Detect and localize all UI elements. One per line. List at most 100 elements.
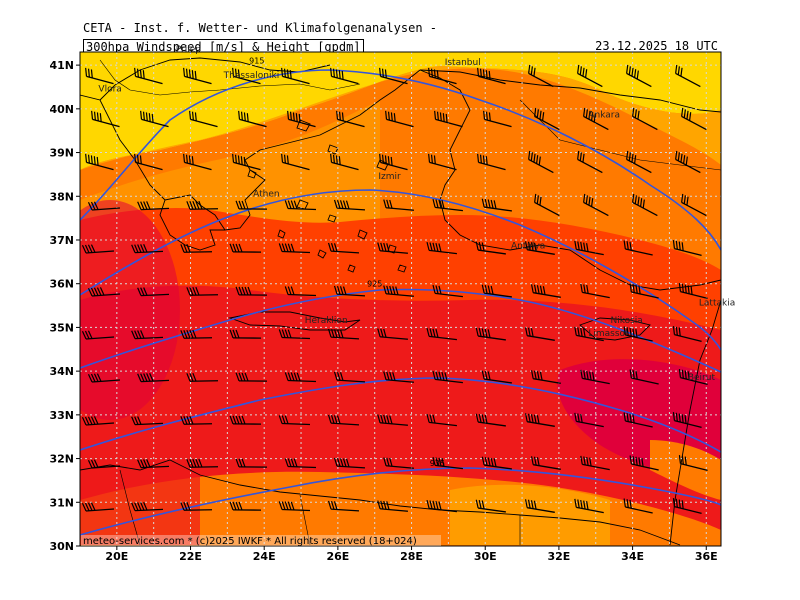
barb-shaft xyxy=(385,379,415,383)
wind-barb xyxy=(574,326,604,342)
barb-feather xyxy=(188,155,191,164)
barb-feather xyxy=(432,328,436,338)
barb-feather xyxy=(586,501,589,510)
wind-barb xyxy=(81,330,115,340)
barb-feather xyxy=(626,241,629,250)
barb-feather xyxy=(232,153,235,163)
barb-feather xyxy=(527,327,531,337)
barb-feather xyxy=(338,156,341,165)
barb-feather xyxy=(379,67,382,77)
barb-feather xyxy=(134,416,139,425)
barb-feather xyxy=(284,372,289,381)
barb-feather xyxy=(183,153,186,163)
wind-barb xyxy=(284,458,317,469)
wind-barb xyxy=(475,413,506,427)
barb-feather xyxy=(137,416,142,425)
barb-shaft xyxy=(86,161,114,171)
barb-feather xyxy=(333,457,338,467)
barb-feather xyxy=(475,327,479,337)
barb-feather xyxy=(377,500,381,509)
barb-feather xyxy=(281,415,286,424)
barb-feather xyxy=(530,500,534,509)
barb-shaft xyxy=(675,158,701,174)
wind-barb xyxy=(180,243,213,253)
barb-feather xyxy=(593,113,596,123)
barb-feather xyxy=(293,200,298,210)
barb-feather xyxy=(539,371,543,381)
barb-feather xyxy=(487,457,491,467)
barb-feather xyxy=(539,196,542,206)
barb-feather xyxy=(180,502,185,511)
barb-shaft xyxy=(435,118,463,128)
barb-feather xyxy=(235,458,240,468)
barb-shaft xyxy=(435,378,463,384)
barb-feather xyxy=(687,285,690,294)
barb-feather xyxy=(478,499,482,509)
barb-feather xyxy=(438,371,442,381)
barb-feather xyxy=(240,156,243,165)
barb-feather xyxy=(574,326,577,336)
barb-feather xyxy=(289,111,292,121)
wind-barb xyxy=(186,200,219,210)
city-label: Nikosia xyxy=(610,316,642,326)
lat-tick-label: 39N xyxy=(49,147,74,160)
barb-feather xyxy=(229,243,234,253)
barb-shaft xyxy=(184,75,212,85)
wind-barb xyxy=(475,499,506,513)
barb-feather xyxy=(530,328,534,337)
lat-tick-label: 36N xyxy=(49,278,74,291)
barb-shaft xyxy=(631,377,659,385)
wind-barb xyxy=(426,413,457,427)
barb-feather xyxy=(535,155,539,164)
barb-feather xyxy=(585,109,588,118)
barb-feather xyxy=(685,156,688,166)
barb-feather xyxy=(293,458,298,468)
barb-feather xyxy=(487,199,491,209)
barb-feather xyxy=(672,240,676,249)
barb-feather xyxy=(336,110,339,120)
wind-barb xyxy=(385,110,414,128)
barb-feather xyxy=(232,329,237,339)
barb-feather xyxy=(241,372,246,382)
barb-feather xyxy=(478,327,482,337)
wind-barb xyxy=(477,67,506,85)
barb-feather xyxy=(189,459,194,468)
barb-feather xyxy=(629,413,632,423)
barb-feather xyxy=(137,244,142,253)
barb-shaft xyxy=(337,118,365,128)
lat-tick-label: 30N xyxy=(49,540,74,553)
barb-feather xyxy=(290,243,295,253)
barb-shaft xyxy=(582,291,610,299)
barb-feather xyxy=(189,415,194,425)
barb-shaft xyxy=(576,248,604,256)
barb-feather xyxy=(134,67,137,77)
barb-feather xyxy=(336,415,341,424)
wind-barb xyxy=(675,64,701,88)
barb-shaft xyxy=(577,72,603,88)
barb-feather xyxy=(180,244,185,253)
barb-feather xyxy=(90,459,96,469)
city-label: Thessaloniki xyxy=(223,71,280,81)
barb-shaft xyxy=(631,463,659,471)
barb-feather xyxy=(278,415,283,424)
barb-feather xyxy=(238,415,243,425)
barb-feather xyxy=(194,112,197,121)
barb-feather xyxy=(289,70,292,79)
lat-tick-label: 32N xyxy=(49,453,74,466)
wind-barb xyxy=(475,241,506,255)
wind-barb xyxy=(377,414,409,426)
barb-feather xyxy=(235,243,240,253)
barb-feather xyxy=(439,112,442,121)
wind-barb xyxy=(426,499,457,513)
barb-feather xyxy=(583,193,586,203)
wind-barb xyxy=(281,67,310,85)
lon-tick-label: 32E xyxy=(547,550,570,563)
barb-feather xyxy=(686,110,689,120)
barb-feather xyxy=(675,150,678,160)
barb-feather xyxy=(148,113,151,122)
barb-feather xyxy=(183,502,188,511)
barb-feather xyxy=(332,154,335,164)
barb-feather xyxy=(96,156,99,166)
barb-feather xyxy=(131,416,136,425)
barb-feather xyxy=(180,416,185,425)
